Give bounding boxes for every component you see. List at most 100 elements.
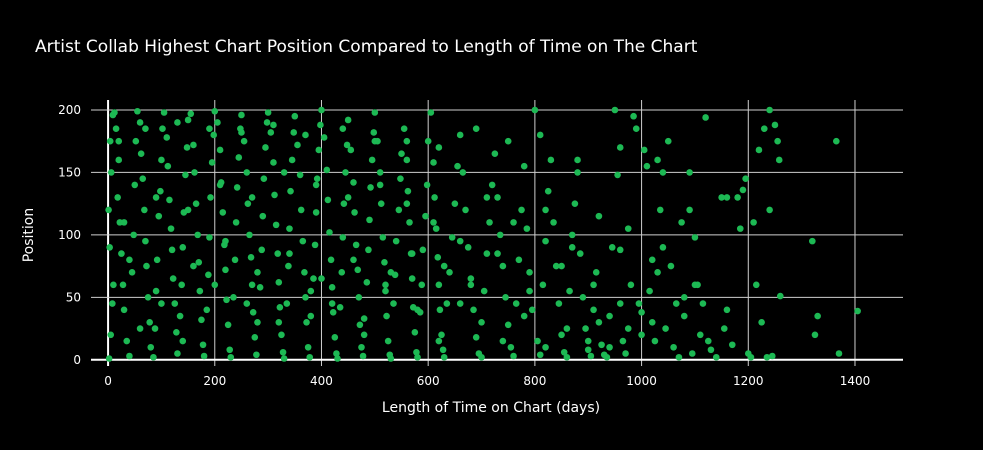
data-point[interactable] xyxy=(576,250,584,257)
data-point[interactable] xyxy=(635,300,643,307)
data-point[interactable] xyxy=(146,318,153,326)
data-point[interactable] xyxy=(286,250,293,257)
data-point[interactable] xyxy=(387,269,395,276)
data-point[interactable] xyxy=(560,348,568,356)
data-point[interactable] xyxy=(327,256,335,264)
data-point[interactable] xyxy=(214,119,221,126)
data-point[interactable] xyxy=(203,306,211,314)
data-point[interactable] xyxy=(707,346,715,354)
data-point[interactable] xyxy=(510,219,517,226)
data-point[interactable] xyxy=(404,187,412,195)
data-point[interactable] xyxy=(160,109,168,116)
data-point[interactable] xyxy=(686,206,693,214)
data-point[interactable] xyxy=(451,200,459,207)
data-point[interactable] xyxy=(544,187,552,195)
data-point[interactable] xyxy=(568,244,576,251)
data-point[interactable] xyxy=(358,343,365,351)
data-point[interactable] xyxy=(136,119,144,126)
data-point[interactable] xyxy=(134,107,141,115)
data-point[interactable] xyxy=(243,300,251,307)
data-point[interactable] xyxy=(436,306,444,314)
data-point[interactable] xyxy=(184,116,192,124)
data-point[interactable] xyxy=(622,350,629,357)
data-point[interactable] xyxy=(338,269,346,276)
data-point[interactable] xyxy=(742,175,749,182)
data-point[interactable] xyxy=(662,325,669,332)
data-point[interactable] xyxy=(528,306,536,314)
data-point[interactable] xyxy=(571,200,579,207)
data-point[interactable] xyxy=(739,186,747,194)
data-point[interactable] xyxy=(678,219,685,226)
data-point[interactable] xyxy=(360,331,368,339)
data-point[interactable] xyxy=(539,281,547,289)
data-point[interactable] xyxy=(486,219,493,226)
data-point[interactable] xyxy=(323,166,331,174)
data-point[interactable] xyxy=(110,281,117,289)
data-point[interactable] xyxy=(403,137,411,145)
data-point[interactable] xyxy=(736,225,744,232)
data-point[interactable] xyxy=(411,328,419,336)
data-point[interactable] xyxy=(238,129,245,136)
data-point[interactable] xyxy=(624,225,632,232)
data-point[interactable] xyxy=(496,231,504,239)
data-point[interactable] xyxy=(152,194,160,201)
data-point[interactable] xyxy=(270,159,277,166)
data-point[interactable] xyxy=(424,137,432,145)
data-point[interactable] xyxy=(507,343,515,351)
data-point[interactable] xyxy=(326,229,333,236)
data-point[interactable] xyxy=(233,184,241,191)
data-point[interactable] xyxy=(712,353,720,361)
data-point[interactable] xyxy=(654,269,661,276)
data-point[interactable] xyxy=(747,353,755,361)
data-point[interactable] xyxy=(155,212,163,220)
data-point[interactable] xyxy=(574,169,581,176)
data-point[interactable] xyxy=(333,350,340,357)
data-point[interactable] xyxy=(182,171,189,179)
data-point[interactable] xyxy=(418,281,426,289)
data-point[interactable] xyxy=(199,341,207,349)
data-point[interactable] xyxy=(248,194,256,201)
data-point[interactable] xyxy=(144,294,152,301)
data-point[interactable] xyxy=(768,352,776,360)
data-point[interactable] xyxy=(367,184,374,191)
data-point[interactable] xyxy=(547,156,555,164)
data-point[interactable] xyxy=(275,279,283,286)
data-point[interactable] xyxy=(384,337,392,345)
data-point[interactable] xyxy=(137,150,145,157)
data-point[interactable] xyxy=(340,200,348,207)
data-point[interactable] xyxy=(126,352,133,360)
data-point[interactable] xyxy=(499,262,507,270)
data-point[interactable] xyxy=(659,244,667,251)
data-point[interactable] xyxy=(478,318,485,326)
data-point[interactable] xyxy=(232,219,240,226)
data-point[interactable] xyxy=(526,269,533,276)
data-point[interactable] xyxy=(483,194,491,201)
data-point[interactable] xyxy=(616,144,624,151)
data-point[interactable] xyxy=(670,343,677,351)
data-point[interactable] xyxy=(130,231,137,239)
data-point[interactable] xyxy=(467,275,475,282)
data-point[interactable] xyxy=(205,271,212,279)
data-point[interactable] xyxy=(776,292,784,300)
data-point[interactable] xyxy=(502,294,509,301)
data-point[interactable] xyxy=(619,337,627,345)
data-point[interactable] xyxy=(120,306,128,314)
data-point[interactable] xyxy=(643,162,651,170)
data-point[interactable] xyxy=(128,269,136,276)
data-point[interactable] xyxy=(408,275,416,282)
data-point[interactable] xyxy=(555,300,563,307)
data-point[interactable] xyxy=(536,131,544,139)
data-point[interactable] xyxy=(814,312,821,320)
data-point[interactable] xyxy=(766,206,773,214)
data-point[interactable] xyxy=(328,284,336,291)
data-point[interactable] xyxy=(198,316,205,324)
data-point[interactable] xyxy=(278,331,285,339)
data-point[interactable] xyxy=(343,141,351,149)
data-point[interactable] xyxy=(432,225,440,232)
data-point[interactable] xyxy=(723,194,731,201)
data-point[interactable] xyxy=(624,325,632,332)
data-point[interactable] xyxy=(854,307,861,315)
data-point[interactable] xyxy=(523,225,531,232)
data-point[interactable] xyxy=(563,325,571,332)
data-point[interactable] xyxy=(106,244,113,251)
